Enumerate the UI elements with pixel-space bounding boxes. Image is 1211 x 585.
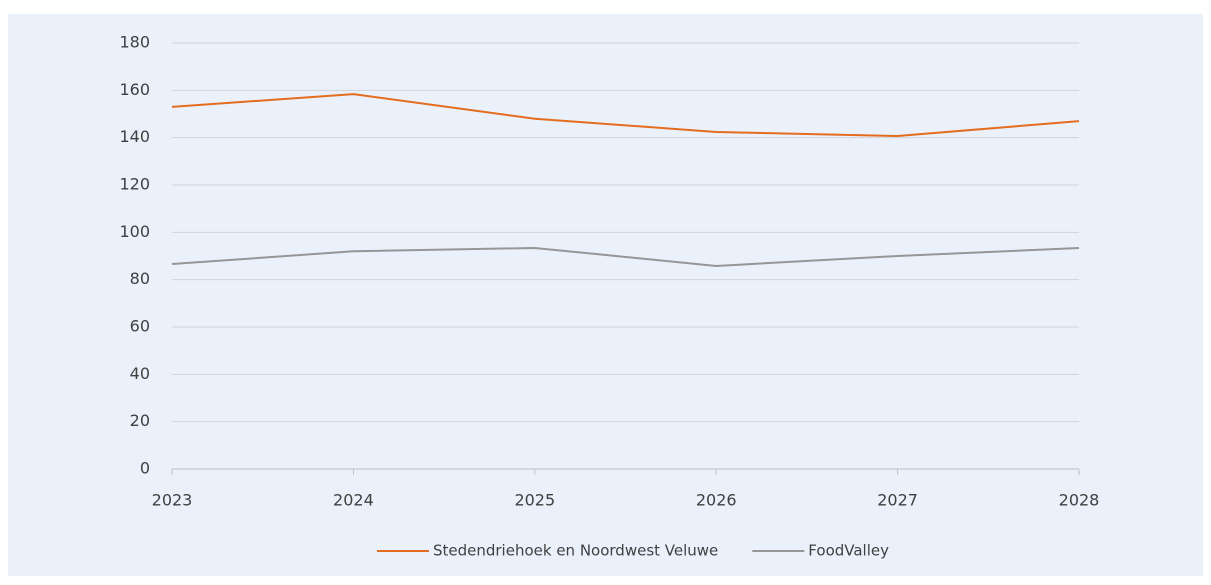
x-tick-label: 2025 bbox=[514, 491, 555, 510]
y-tick-label: 60 bbox=[130, 317, 150, 336]
y-tick-label: 0 bbox=[140, 459, 150, 478]
y-tick-label: 80 bbox=[130, 269, 150, 288]
x-tick-label: 2028 bbox=[1059, 491, 1100, 510]
x-tick-label: 2026 bbox=[696, 491, 737, 510]
series-line bbox=[171, 93, 1080, 138]
legend-label: FoodValley bbox=[808, 542, 889, 560]
chart-background bbox=[8, 14, 1203, 576]
y-tick-label: 120 bbox=[119, 175, 150, 194]
y-tick-label: 40 bbox=[130, 364, 150, 383]
y-tick-label: 20 bbox=[130, 411, 150, 430]
x-tick-label: 2024 bbox=[333, 491, 374, 510]
x-tick-label: 2023 bbox=[152, 491, 193, 510]
x-tick-label: 2027 bbox=[877, 491, 918, 510]
legend: Stedendriehoek en Noordwest Veluwe FoodVa… bbox=[376, 542, 889, 560]
y-tick-label: 160 bbox=[119, 80, 150, 99]
y-tick-label: 100 bbox=[119, 222, 150, 241]
y-tick-label: 140 bbox=[119, 127, 150, 146]
y-tick-label: 180 bbox=[119, 33, 150, 52]
series-line bbox=[171, 246, 1080, 267]
legend-label: Stedendriehoek en Noordwest Veluwe bbox=[433, 542, 718, 560]
